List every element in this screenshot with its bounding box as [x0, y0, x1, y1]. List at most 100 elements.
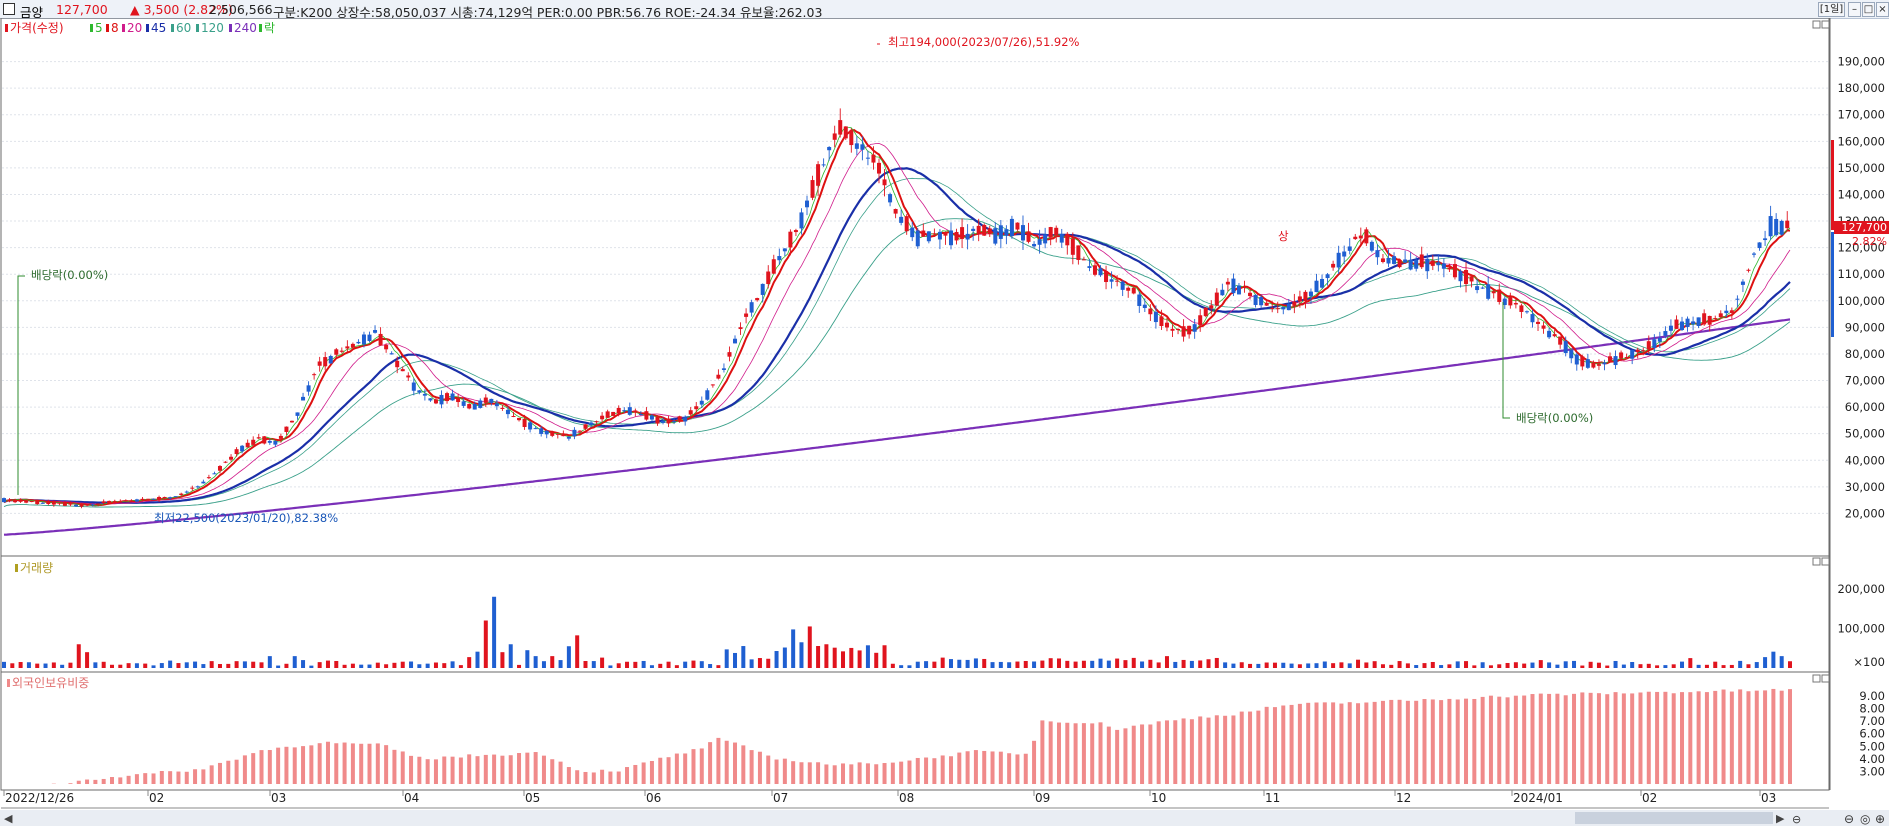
candle-body [1314, 280, 1319, 293]
foreign-tick-label: 9.00 [1859, 689, 1885, 703]
price-tick-label: 20,000 [1845, 506, 1885, 520]
close-icon[interactable]: × [1876, 2, 1889, 17]
candle-body [683, 417, 688, 422]
volume-bar [1356, 659, 1361, 668]
volume-bar [425, 663, 430, 668]
volume-bar [1447, 664, 1452, 668]
candle-body [550, 432, 555, 436]
panel-maximize-icon[interactable] [1812, 674, 1821, 683]
candle-body [1680, 321, 1685, 331]
candle-body [705, 390, 710, 400]
panel-close-icon[interactable] [1821, 557, 1830, 566]
volume-bar [1314, 663, 1319, 668]
volume-bar [890, 663, 895, 668]
foreign-bar [1704, 692, 1709, 784]
candle-body [1785, 220, 1790, 229]
volume-bar [18, 662, 23, 668]
period-button[interactable]: [1일] [1818, 2, 1845, 17]
zoom-out-icon[interactable]: ⊖ [1844, 812, 1854, 826]
candle-body [1513, 303, 1518, 305]
candle-body [1419, 254, 1424, 268]
volume-bar [392, 662, 397, 668]
volume-bar [741, 646, 746, 668]
foreign-bar [1538, 693, 1543, 784]
candle-body [888, 194, 893, 203]
foreign-bar [433, 759, 438, 784]
candle-body [229, 456, 234, 460]
foreign-bar [1056, 722, 1061, 784]
candle-body [987, 228, 992, 235]
date-label: 05 [525, 791, 540, 805]
foreign-bar [1547, 693, 1552, 784]
ma5-line [3, 126, 1791, 507]
candle-body [500, 407, 505, 409]
candle-body [157, 496, 162, 501]
volume-bar [1480, 662, 1485, 668]
scrollbar-track[interactable] [0, 810, 1889, 826]
price-change: ▲ 3,500 (2.82%) [130, 2, 233, 17]
volume-bar [683, 661, 688, 668]
candle-body [1109, 279, 1114, 282]
minimize-icon[interactable]: – [1848, 2, 1861, 17]
foreign-tick-label: 3.00 [1859, 764, 1885, 778]
candle-body [234, 449, 239, 454]
foreign-legend-marker [7, 679, 10, 687]
panel-close-icon[interactable] [1821, 20, 1830, 29]
foreign-bar [1347, 702, 1352, 784]
candle-body [179, 493, 184, 495]
zoom-reset-icon[interactable]: ◎ [1860, 812, 1870, 826]
foreign-bar [1123, 728, 1128, 784]
foreign-bar [517, 753, 522, 784]
candle-body [1004, 229, 1009, 236]
panel-maximize-icon[interactable] [1812, 20, 1821, 29]
date-label: 2024/01 [1513, 791, 1563, 805]
volume-bar [1090, 660, 1095, 668]
zoom-slider-icon[interactable]: ⊖ [1792, 813, 1801, 826]
foreign-bars [51, 688, 1792, 784]
foreign-bar [1613, 692, 1618, 784]
legend-ma8: 8 [111, 21, 119, 35]
foreign-bar [242, 755, 247, 784]
panel-close-icon[interactable] [1821, 674, 1830, 683]
candle-body [1181, 326, 1186, 337]
candle-body [1740, 281, 1745, 285]
foreign-bar [1788, 689, 1792, 784]
candle-body [1087, 266, 1092, 268]
candle-body [1746, 269, 1751, 271]
maximize-icon[interactable]: □ [1862, 2, 1875, 17]
volume-bar [350, 663, 355, 668]
foreign-bar [1621, 693, 1626, 784]
foreign-bar [1738, 689, 1743, 784]
zoom-in-icon[interactable]: ⊕ [1875, 812, 1885, 826]
candle-body [572, 429, 577, 437]
candle-body [1092, 265, 1097, 275]
candle-body [860, 144, 865, 150]
volume-bar [832, 647, 837, 668]
candle-body [1469, 276, 1474, 282]
candle-body [993, 228, 998, 244]
volume-bar [525, 650, 530, 668]
scrollbar-thumb[interactable] [1575, 812, 1773, 824]
foreign-bar [1264, 706, 1269, 784]
foreign-bar [1389, 699, 1394, 784]
candle-body [140, 498, 145, 501]
foreign-bar [384, 745, 389, 784]
volume-bar [1364, 662, 1369, 668]
volume-bar [757, 658, 762, 668]
foreign-bar [1763, 690, 1768, 784]
date-label: 09 [1035, 791, 1050, 805]
foreign-bar [982, 750, 987, 784]
volume-bar [1663, 665, 1668, 668]
scroll-left-icon[interactable]: ◀ [4, 812, 13, 825]
volume-bar [1264, 662, 1269, 668]
volume-bar [1173, 661, 1178, 668]
panel-maximize-icon[interactable] [1812, 557, 1821, 566]
foreign-bar [458, 757, 463, 784]
legend-marker [146, 24, 149, 32]
volume-bar [699, 661, 704, 668]
header-checkbox[interactable] [3, 3, 15, 15]
foreign-bar [1356, 703, 1361, 784]
scroll-right-icon[interactable]: ▶ [1776, 812, 1785, 825]
price-grid [2, 61, 1828, 514]
stock-name[interactable]: 금양 [20, 5, 44, 20]
